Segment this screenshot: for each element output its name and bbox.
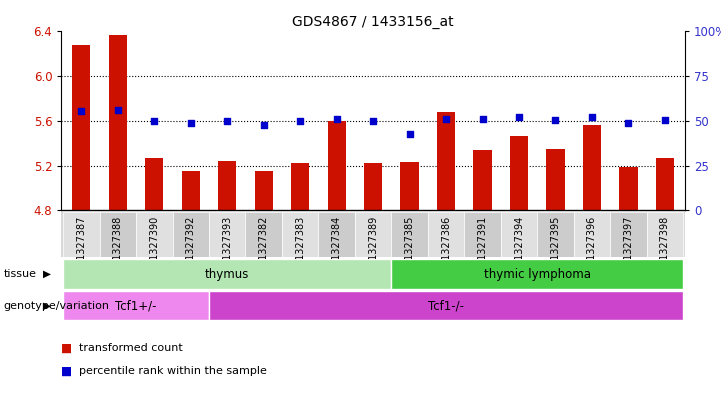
Point — [659, 117, 671, 123]
Bar — [319, 212, 355, 257]
Bar — [145, 158, 164, 210]
Bar — [437, 112, 455, 210]
Point — [623, 120, 634, 126]
Bar — [182, 171, 200, 210]
Text: thymus: thymus — [205, 268, 249, 281]
Text: genotype/variation: genotype/variation — [4, 301, 110, 310]
Bar — [218, 161, 236, 210]
Bar — [63, 259, 392, 289]
Bar — [282, 212, 319, 257]
Bar — [364, 163, 382, 210]
Bar — [255, 171, 273, 210]
Bar — [474, 150, 492, 210]
Text: ▶: ▶ — [43, 301, 51, 310]
Text: GSM1327398: GSM1327398 — [660, 216, 670, 281]
Text: GSM1327392: GSM1327392 — [186, 216, 196, 281]
Point — [221, 118, 233, 124]
Bar — [574, 212, 610, 257]
Point — [549, 117, 561, 123]
Bar — [355, 212, 392, 257]
Point — [586, 114, 598, 121]
Bar — [547, 149, 565, 210]
Text: GSM1327393: GSM1327393 — [222, 216, 232, 281]
Bar — [172, 212, 209, 257]
Bar — [72, 45, 90, 210]
Bar — [510, 136, 528, 210]
Text: ▶: ▶ — [43, 269, 51, 279]
Bar — [392, 259, 683, 289]
Point — [513, 114, 525, 121]
Text: GSM1327388: GSM1327388 — [112, 216, 123, 281]
Text: GSM1327394: GSM1327394 — [514, 216, 524, 281]
Bar — [400, 162, 419, 210]
Bar — [209, 291, 683, 320]
Bar — [656, 158, 674, 210]
Bar — [99, 212, 136, 257]
Point — [477, 116, 488, 122]
Text: thymic lymphoma: thymic lymphoma — [484, 268, 590, 281]
Text: GSM1327397: GSM1327397 — [624, 216, 634, 281]
Bar — [327, 121, 346, 210]
Point — [76, 108, 87, 114]
Text: GSM1327391: GSM1327391 — [477, 216, 487, 281]
Text: ■: ■ — [61, 341, 72, 354]
Bar — [209, 212, 245, 257]
Bar — [428, 212, 464, 257]
Bar — [63, 291, 209, 320]
Bar — [245, 212, 282, 257]
Point — [294, 118, 306, 124]
Text: GSM1327382: GSM1327382 — [259, 216, 269, 281]
Text: GSM1327384: GSM1327384 — [332, 216, 342, 281]
Text: ■: ■ — [61, 365, 72, 378]
Point — [404, 131, 415, 138]
Bar — [619, 167, 637, 210]
Bar — [109, 35, 127, 210]
Point — [441, 116, 452, 122]
Text: GSM1327383: GSM1327383 — [295, 216, 305, 281]
Bar — [392, 212, 428, 257]
Bar — [464, 212, 501, 257]
Bar — [291, 163, 309, 210]
Point — [185, 120, 197, 126]
Point — [112, 107, 123, 113]
Bar — [610, 212, 647, 257]
Bar — [501, 212, 537, 257]
Bar — [63, 212, 99, 257]
Bar — [647, 212, 683, 257]
Text: GSM1327396: GSM1327396 — [587, 216, 597, 281]
Title: GDS4867 / 1433156_at: GDS4867 / 1433156_at — [292, 15, 454, 29]
Text: percentile rank within the sample: percentile rank within the sample — [79, 366, 267, 376]
Text: Tcf1+/-: Tcf1+/- — [115, 299, 156, 312]
Text: GSM1327395: GSM1327395 — [550, 216, 560, 281]
Text: GSM1327386: GSM1327386 — [441, 216, 451, 281]
Text: GSM1327390: GSM1327390 — [149, 216, 159, 281]
Point — [367, 118, 379, 124]
Text: tissue: tissue — [4, 269, 37, 279]
Text: transformed count: transformed count — [79, 343, 183, 353]
Point — [331, 116, 342, 122]
Text: GSM1327387: GSM1327387 — [76, 216, 87, 281]
Text: GSM1327389: GSM1327389 — [368, 216, 378, 281]
Point — [149, 118, 160, 124]
Bar — [136, 212, 172, 257]
Point — [258, 122, 270, 129]
Bar — [537, 212, 574, 257]
Bar — [583, 125, 601, 210]
Text: Tcf1-/-: Tcf1-/- — [428, 299, 464, 312]
Text: GSM1327385: GSM1327385 — [404, 216, 415, 281]
